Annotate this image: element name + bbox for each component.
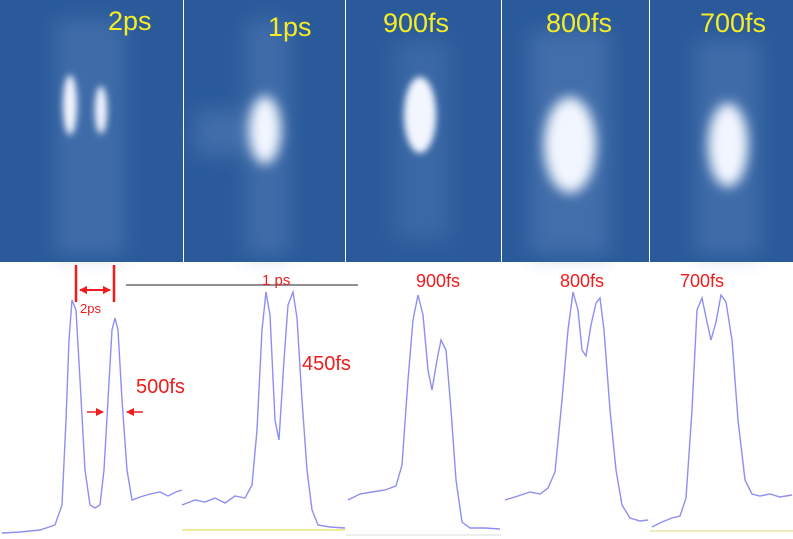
panel-label: 900fs <box>383 8 449 38</box>
faint-vertical-band <box>55 20 125 255</box>
streak-spot <box>95 86 107 134</box>
width-label: 500fs <box>136 376 185 398</box>
streak-spot <box>708 103 748 187</box>
separation-label: 900fs <box>416 271 460 291</box>
streak-panel-800fs: 800fs <box>502 0 649 262</box>
width-label: 450fs <box>302 353 351 375</box>
intensity-trace <box>181 289 346 529</box>
streak-panel-1ps: 1ps <box>184 0 345 262</box>
panel-label: 700fs <box>700 8 766 38</box>
panel-label: 2ps <box>108 6 152 36</box>
separation-label: 800fs <box>560 271 604 291</box>
trace-900fs: 900fs <box>346 271 501 536</box>
streak-spot <box>404 77 436 153</box>
intensity-trace <box>651 293 793 528</box>
intensity-trace <box>504 291 649 522</box>
streak-panel-700fs: 700fs <box>650 0 793 262</box>
streak-spot <box>63 75 77 135</box>
separation-label: 700fs <box>680 271 724 291</box>
trace-2ps: 2ps 500fs <box>1 265 185 534</box>
trace-700fs: 700fs <box>650 271 793 532</box>
panel-label: 1ps <box>268 12 312 42</box>
separation-label: 2ps <box>80 301 101 316</box>
panel-label: 800fs <box>546 8 612 38</box>
intensity-trace <box>1 299 183 534</box>
streak-spot <box>249 96 281 164</box>
streak-spot <box>544 97 596 193</box>
trace-1ps: 1 ps 450fs <box>126 272 358 531</box>
streak-panel-900fs: 900fs <box>346 0 501 262</box>
separation-label: 1 ps <box>262 272 290 289</box>
streak-panel-2ps: 2ps <box>0 0 183 262</box>
intensity-trace <box>347 294 501 530</box>
trace-800fs: 800fs <box>504 271 649 522</box>
